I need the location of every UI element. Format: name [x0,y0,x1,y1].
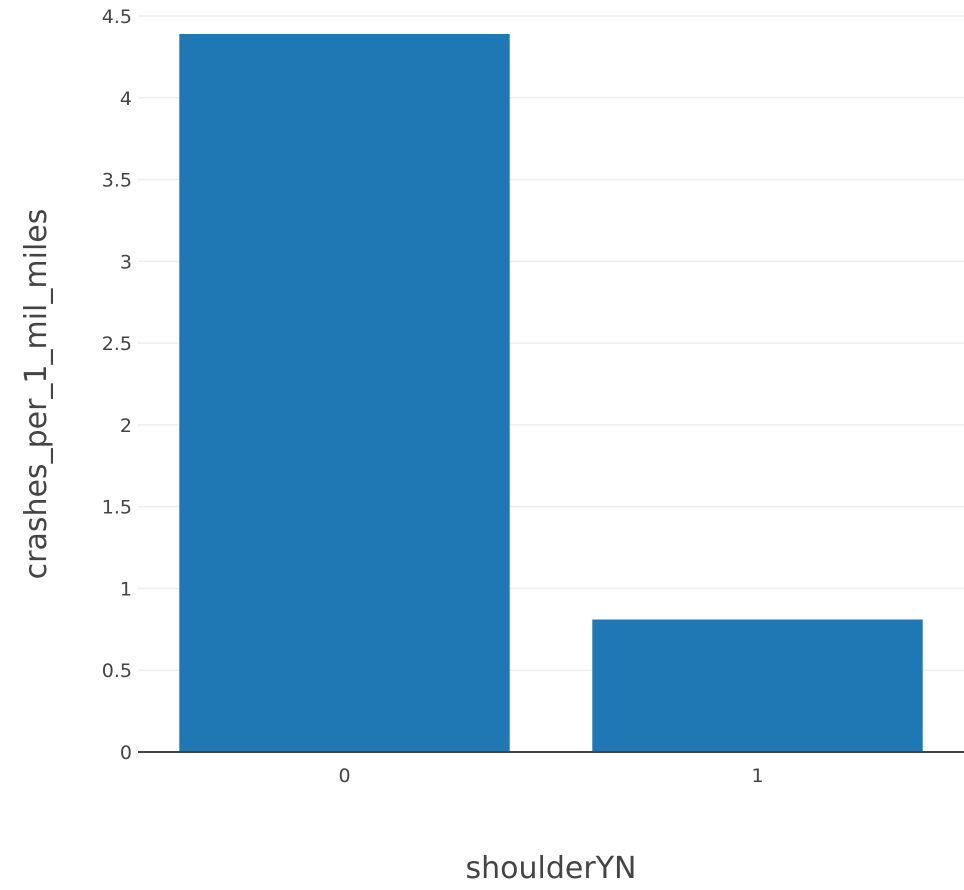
x-axis-title: shoulderYN [466,851,637,886]
y-tick-label: 3 [120,251,132,273]
y-tick-label: 2.5 [102,333,132,355]
x-tick-label: 0 [338,765,350,787]
axes: 0 0.5 1 1.5 2 2.5 3 3.5 4 4.5 0 1 [102,6,964,787]
y-tick-label: 1.5 [102,497,132,519]
y-tick-label: 3.5 [102,170,132,192]
bars [179,33,923,753]
y-tick-label: 4 [120,88,132,110]
y-tick-label: 0.5 [102,660,132,682]
y-axis-title: crashes_per_1_mil_miles [19,209,54,580]
bar-1[interactable] [592,619,923,752]
y-tick-label: 1 [120,578,132,600]
y-tick-label: 4.5 [102,6,132,28]
y-tick-label: 0 [120,742,132,764]
y-tick-label: 2 [120,415,132,437]
bar-0[interactable] [179,33,510,753]
x-tick-label: 1 [751,765,763,787]
